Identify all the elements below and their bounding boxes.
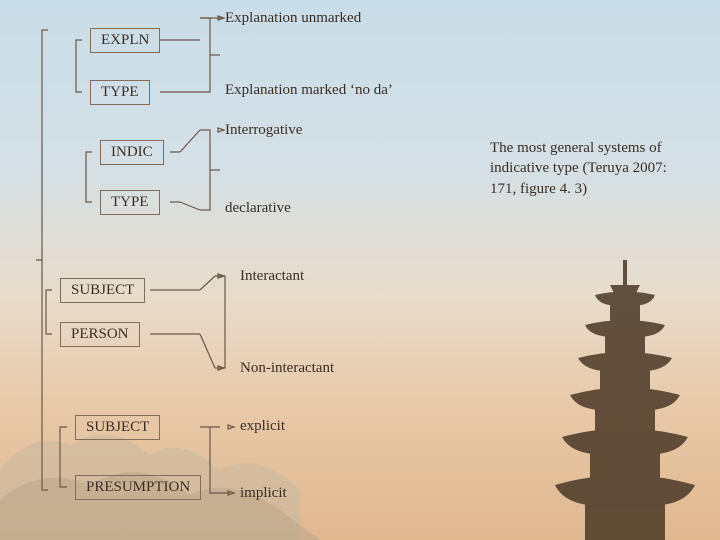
leaf-explanation-marked: Explanation marked ‘no da’ bbox=[225, 82, 393, 99]
leaf-noninteractant: Non-interactant bbox=[240, 360, 334, 377]
node-type-1: TYPE bbox=[90, 80, 150, 105]
leaf-implicit: implicit bbox=[240, 485, 287, 502]
node-type-2: TYPE bbox=[100, 190, 160, 215]
pagoda-silhouette bbox=[550, 260, 700, 540]
node-expln: EXPLN bbox=[90, 28, 160, 53]
leaf-explanation-unmarked: Explanation unmarked bbox=[225, 10, 361, 27]
node-subject: SUBJECT bbox=[60, 278, 145, 303]
caption-text: The most general systems of indicative t… bbox=[490, 138, 690, 199]
node-subject-2: SUBJECT bbox=[75, 415, 160, 440]
leaf-interrogative: Interrogative bbox=[225, 122, 302, 139]
node-indic: INDIC bbox=[100, 140, 164, 165]
leaf-declarative: declarative bbox=[225, 200, 291, 217]
node-presumption: PRESUMPTION bbox=[75, 475, 201, 500]
leaf-explicit: explicit bbox=[240, 418, 285, 435]
leaf-interactant: Interactant bbox=[240, 268, 304, 285]
node-person: PERSON bbox=[60, 322, 140, 347]
